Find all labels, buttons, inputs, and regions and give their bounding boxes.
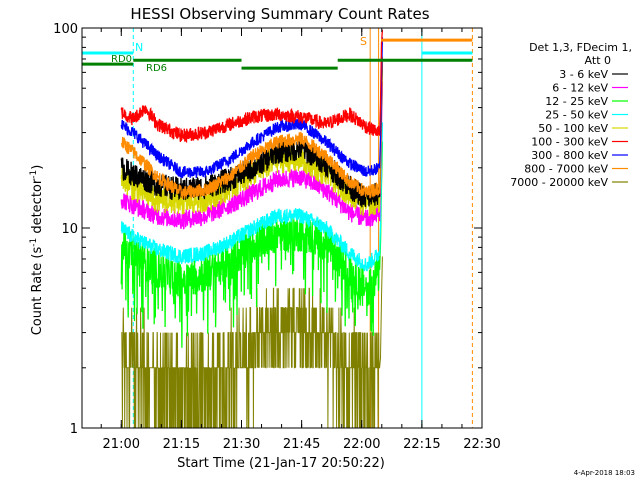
- legend-entry-0: 3 - 6 keV: [559, 68, 608, 81]
- legend-entry-6: 300 - 800 keV: [531, 149, 608, 162]
- legend-header-2: Att 0: [585, 54, 611, 67]
- indicator-bars: [82, 38, 473, 70]
- x-tick-label-3: 21:45: [283, 437, 320, 452]
- x-tick-label-2: 21:30: [223, 437, 260, 452]
- y-ticks: 1 10 100: [53, 22, 482, 437]
- y-tick-label-1: 10: [61, 222, 78, 237]
- y-tick-label-2: 100: [53, 22, 78, 37]
- legend-entry-1: 6 - 12 keV: [552, 82, 608, 95]
- legend-entry-8: 7000 - 20000 keV: [510, 176, 608, 189]
- series-line-0: [120, 62, 384, 208]
- chart-title: HESSI Observing Summary Count Rates: [130, 5, 429, 23]
- series-line-3: [120, 122, 384, 272]
- rd0-label: RD0: [111, 54, 132, 65]
- legend-entry-7: 800 - 7000 keV: [524, 163, 608, 176]
- x-tick-label-4: 22:00: [343, 437, 380, 452]
- legend-entry-5: 100 - 300 keV: [531, 136, 608, 149]
- series-layer: [120, 29, 384, 428]
- x-tick-label-0: 21:00: [103, 437, 140, 452]
- rd6-label: RD6: [146, 63, 167, 74]
- x-axis-label: Start Time (21-Jan-17 20:50:22): [177, 456, 385, 471]
- x-tick-label-6: 22:30: [463, 437, 500, 452]
- series-line-5: [120, 29, 384, 144]
- y-tick-label-0: 1: [70, 422, 78, 437]
- series-line-2: [120, 141, 384, 348]
- legend-entry-2: 12 - 25 keV: [545, 95, 608, 108]
- legend-entry-3: 25 - 50 keV: [545, 109, 608, 122]
- n-label: N: [135, 41, 143, 54]
- series-line-8: [121, 256, 383, 428]
- series-line-1: [120, 81, 384, 230]
- timestamp: 4-Apr-2018 18:03: [574, 469, 635, 477]
- x-tick-label-1: 21:15: [163, 437, 200, 452]
- y-axis-label: Count Rate (s-1 detector-1): [29, 165, 45, 336]
- s-label: S: [360, 35, 367, 48]
- legend-entry-4: 50 - 100 keV: [538, 122, 608, 135]
- series-line-7: [120, 56, 384, 199]
- legend-header-1: Det 1,3, FDecim 1,: [529, 41, 632, 54]
- series-line-6: [120, 37, 384, 179]
- x-tick-label-5: 22:15: [403, 437, 440, 452]
- x-ticks: 21:00 21:15 21:30 21:45 22:00 22:15 22:30: [100, 28, 501, 452]
